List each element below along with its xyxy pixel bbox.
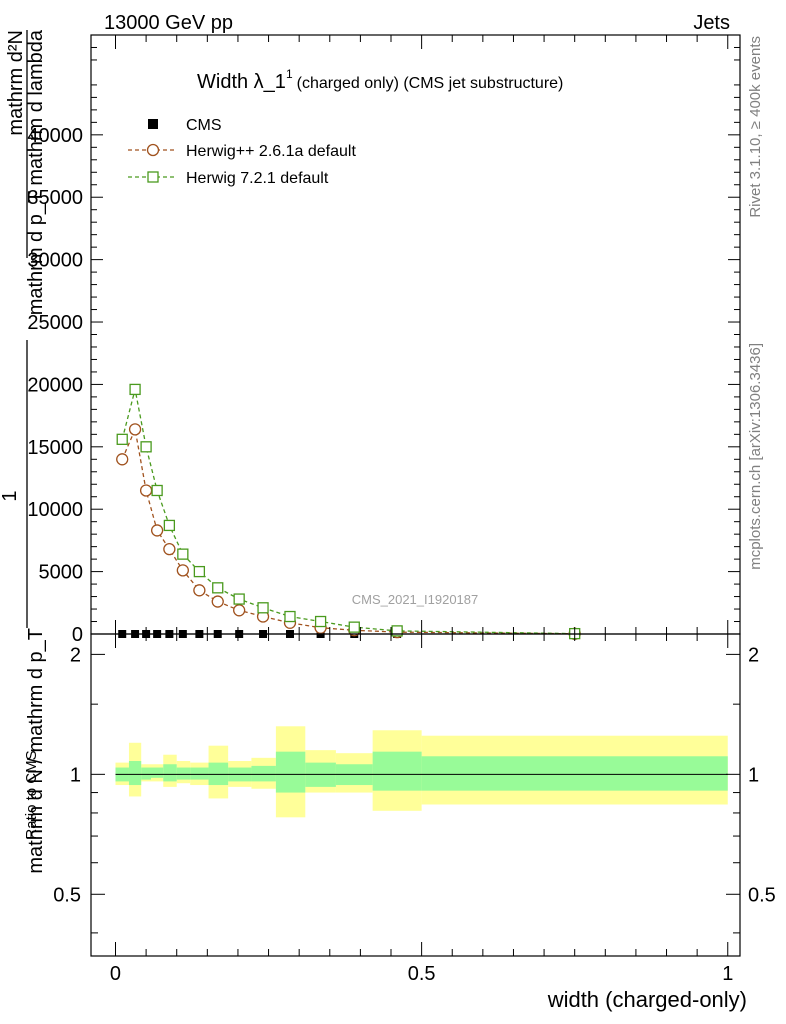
herwig7-point — [348, 621, 360, 633]
y-label-denominator-1: mathrm d p_T mathrm d lambda — [25, 29, 47, 315]
ratio-y-tick-label-right: 0.5 — [748, 884, 776, 906]
ratio-plot: 0 0.5 1 0.5 0.5 1 1 2 2 Ratio to CMS width (char… — [23, 633, 776, 1012]
ratio-inner-band — [141, 767, 152, 780]
legend-marker-herwig7 — [147, 171, 159, 183]
herwig7-point — [163, 519, 176, 532]
ratio-inner-band — [176, 767, 191, 780]
herwig7-point — [140, 441, 152, 453]
main-y-tick-label: 30000 — [27, 250, 83, 272]
herwigpp-point — [193, 584, 206, 597]
rivet-side-text: Rivet 3.1.10, ≥ 400k events — [747, 36, 764, 218]
y-label-one: 1 — [0, 490, 21, 501]
main-y-tick-label: 10000 — [27, 499, 83, 521]
legend-marker-cms — [148, 119, 158, 129]
main-y-tick-label: 35000 — [27, 187, 83, 209]
y-label-numerator-1: mathrm d²N — [5, 30, 27, 136]
herwigpp-point — [211, 595, 224, 608]
plot-title-superscript: 1 — [286, 67, 293, 81]
series-line-1 — [121, 427, 575, 635]
ratio-inner-band — [372, 751, 422, 791]
ratio-y-axis-label: Ratio to CMS — [23, 750, 40, 839]
herwigpp-point — [128, 423, 142, 436]
ratio-data-layer — [115, 726, 728, 818]
main-y-tick-label: 5000 — [39, 562, 84, 584]
herwigpp-point — [176, 564, 189, 577]
herwig7-point — [129, 383, 141, 396]
x-tick-label: 0.5 — [408, 963, 436, 985]
y-label-denominator-2: mathrm d N / mathrm d p_T — [25, 628, 47, 874]
main-y-axis-label: mathrm d²N mathrm d p_T mathrm d lambda … — [0, 29, 47, 873]
legend-label-cms: CMS — [186, 117, 222, 134]
main-y-tick-label: 40000 — [27, 125, 83, 147]
ratio-y-tick-label-left: 2 — [70, 644, 81, 666]
ratio-tick-layer: 0 0.5 1 0.5 0.5 1 1 2 2 — [53, 634, 776, 985]
ratio-inner-band — [190, 767, 209, 780]
header-left: 13000 GeV pp — [104, 12, 233, 34]
herwig7-point — [391, 625, 403, 637]
ratio-plot-frame — [90, 633, 741, 957]
herwig7-point — [212, 582, 224, 594]
plot-title-subtitle: (charged only) (CMS jet substructure) — [297, 75, 564, 92]
main-data-layer — [116, 383, 581, 640]
herwig7-point — [193, 565, 206, 578]
legend-label-herwigpp: Herwig++ 2.6.1a default — [186, 143, 356, 160]
main-y-tick-label: 25000 — [27, 312, 83, 334]
herwig7-point — [177, 548, 189, 560]
herwig7-point — [257, 602, 269, 614]
herwigpp-point — [150, 524, 164, 537]
series-line-2 — [121, 389, 575, 635]
ratio-y-tick-label-right: 2 — [748, 644, 759, 666]
mcplots-side-text: mcplots.cern.ch [arXiv:1306.3436] — [747, 343, 764, 570]
herwigpp-point — [116, 453, 129, 466]
ratio-inner-band — [251, 765, 276, 782]
herwigpp-point — [139, 484, 153, 497]
herwigpp-point — [163, 542, 176, 556]
herwig7-point — [233, 593, 245, 605]
x-axis-label: width (charged-only) — [547, 987, 747, 1012]
ratio-inner-band — [275, 751, 306, 793]
main-y-tick-label: 15000 — [27, 437, 83, 459]
ratio-y-tick-label-left: 0.5 — [53, 884, 81, 906]
x-tick-label: 0 — [110, 963, 121, 985]
herwigpp-point — [233, 604, 246, 617]
main-y-tick-label: 0 — [72, 624, 83, 646]
main-tick-layer: 0 5000 10000 15000 20000 25000 30000 35000 40000 — [27, 35, 740, 646]
header-right: Jets — [693, 12, 730, 34]
herwig7-point — [314, 615, 327, 628]
herwig7-point — [116, 433, 128, 445]
main-y-tick-label: 20000 — [27, 374, 83, 396]
legend-marker-herwigpp — [146, 143, 160, 157]
analysis-watermark: CMS_2021_I1920187 — [352, 592, 479, 607]
herwig7-point — [284, 610, 296, 623]
ratio-y-tick-label-right: 1 — [748, 764, 759, 786]
plot-title-main: Width λ_1 — [197, 71, 286, 93]
ratio-y-tick-label-left: 1 — [70, 764, 81, 786]
ratio-inner-band — [208, 762, 229, 786]
legend-label-herwig7: Herwig 7.2.1 default — [186, 170, 329, 187]
plot-title: Width λ_11 (charged only) (CMS jet substr… — [197, 67, 563, 93]
herwig7-point — [151, 484, 163, 497]
x-tick-label: 1 — [722, 963, 733, 985]
ratio-inner-band — [151, 767, 164, 778]
ratio-inner-band — [128, 761, 142, 786]
ratio-inner-band — [163, 764, 177, 782]
legend: CMS Herwig++ 2.6.1a default Herwig 7.2.1… — [128, 117, 356, 187]
ratio-inner-band — [421, 756, 728, 791]
